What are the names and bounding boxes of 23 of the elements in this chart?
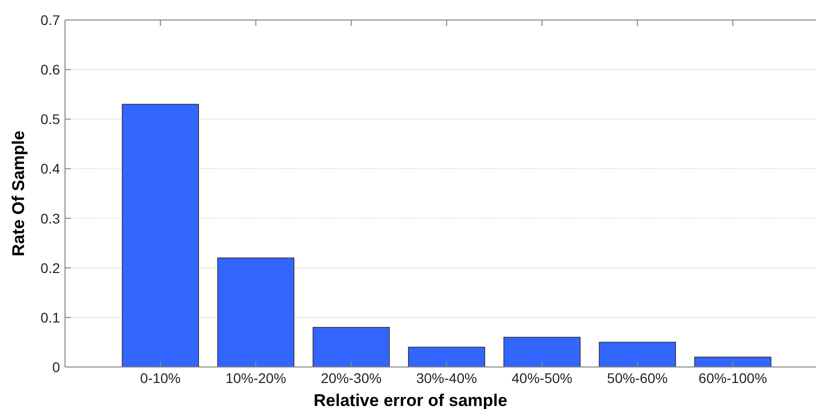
bar — [312, 326, 390, 368]
y-tick-label: 0.2 — [40, 260, 60, 276]
y-tick-label: 0.7 — [40, 12, 60, 28]
y-tick-label: 0.5 — [40, 111, 60, 128]
y-tick-label: 0 — [52, 359, 60, 375]
bar — [122, 104, 199, 368]
x-tick-label: 60%-100% — [698, 370, 768, 386]
x-tick-label: 20%-30% — [320, 370, 382, 386]
x-tick-label: 40%-50% — [512, 370, 572, 386]
y-axis-title: Rate Of Sample — [9, 130, 28, 256]
x-tick-label: 30%-40% — [416, 370, 477, 386]
x-tick-label: 0-10% — [140, 370, 181, 386]
y-tick-label: 0.6 — [40, 62, 60, 78]
bar — [598, 342, 676, 368]
x-tick-label: 50%-60% — [607, 370, 668, 386]
x-tick-label: 10%-20% — [225, 370, 286, 386]
y-tick-label: 0.1 — [40, 309, 60, 326]
bar — [503, 336, 581, 368]
y-tick-label: 0.3 — [40, 210, 60, 226]
y-tick-label: 0.4 — [40, 160, 60, 177]
bar — [408, 346, 486, 368]
bar — [217, 258, 294, 368]
bar — [694, 356, 772, 368]
